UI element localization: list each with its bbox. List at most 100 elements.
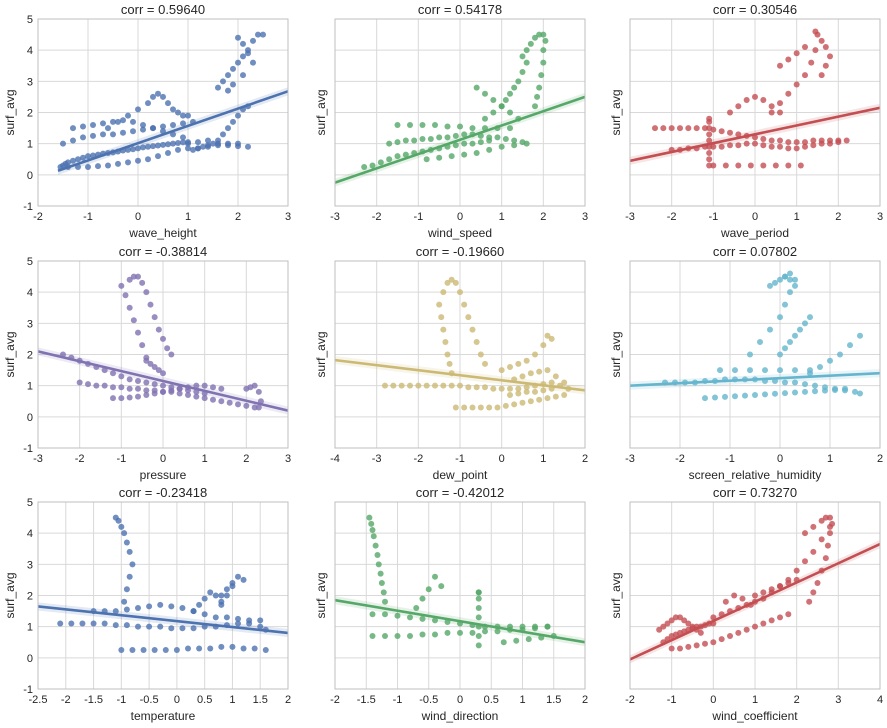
data-point xyxy=(160,141,166,148)
data-point xyxy=(482,90,488,97)
data-point xyxy=(664,620,671,627)
data-point xyxy=(201,611,208,618)
x-tick-label: 0 xyxy=(135,211,141,223)
data-point xyxy=(561,379,568,386)
data-point xyxy=(444,123,451,130)
data-point xyxy=(448,153,455,160)
data-point xyxy=(787,289,793,296)
x-tick-label: 1 xyxy=(185,211,191,223)
data-point xyxy=(115,118,121,125)
data-layer xyxy=(630,514,880,664)
data-point xyxy=(175,109,181,116)
data-point xyxy=(768,586,775,593)
data-point xyxy=(143,379,150,386)
data-point xyxy=(461,301,468,308)
x-tick-label: 1 xyxy=(202,453,208,465)
data-point xyxy=(469,326,476,333)
data-point xyxy=(760,97,767,104)
data-point xyxy=(438,583,445,590)
data-point xyxy=(129,561,136,568)
x-tick-label: 0.5 xyxy=(197,694,212,706)
data-point xyxy=(527,398,534,405)
regression-line xyxy=(335,358,585,392)
data-point xyxy=(225,87,231,94)
data-point xyxy=(817,363,823,370)
data-point xyxy=(185,645,191,652)
x-tick-label: 3 xyxy=(877,211,883,223)
data-point xyxy=(782,390,788,397)
data-point xyxy=(90,620,97,627)
data-point xyxy=(743,140,750,147)
data-point xyxy=(173,647,180,654)
data-point xyxy=(201,382,208,389)
data-point xyxy=(475,589,482,596)
data-point xyxy=(126,276,133,283)
data-point xyxy=(532,388,538,395)
data-point xyxy=(498,385,505,392)
data-point xyxy=(135,604,141,611)
data-point xyxy=(190,608,197,615)
subplot-title: corr = 0.73270 xyxy=(713,485,797,500)
subplot-2: -3 -2 -1 0 1 2 3 corr = 0.54178 wind_speed surf_a… xyxy=(314,2,588,240)
data-point xyxy=(115,160,121,167)
data-point xyxy=(802,72,808,79)
data-point xyxy=(170,106,176,113)
data-point xyxy=(170,140,176,147)
data-point xyxy=(176,390,183,397)
x-tick-label: -1 xyxy=(667,694,677,706)
data-point xyxy=(827,530,833,537)
data-point xyxy=(534,93,541,100)
data-point xyxy=(65,159,71,166)
data-point xyxy=(193,382,200,389)
data-point xyxy=(115,517,122,524)
x-tick-label: 3 xyxy=(582,211,588,223)
data-point xyxy=(150,143,156,150)
y-axis-label: surf_avg xyxy=(314,572,328,618)
data-point xyxy=(812,388,818,395)
data-point xyxy=(223,614,230,621)
data-point xyxy=(226,399,233,406)
data-point xyxy=(180,139,186,146)
data-point xyxy=(139,279,146,286)
data-point xyxy=(477,404,484,411)
data-point xyxy=(130,146,136,153)
data-point xyxy=(457,382,463,389)
data-point xyxy=(90,121,96,128)
data-point xyxy=(382,382,388,389)
regression-line xyxy=(335,95,585,184)
data-point xyxy=(710,143,717,150)
x-tick-label: -1 xyxy=(413,211,423,223)
subplot-title: corr = 0.54178 xyxy=(418,2,502,17)
data-point xyxy=(660,125,667,132)
data-point xyxy=(218,385,225,392)
subplot-8: -2 -1.5 -1 -0.5 0 0.5 1 1.5 2 corr = -0.42012 wind… xyxy=(314,485,588,723)
data-point xyxy=(818,37,825,44)
data-point xyxy=(193,393,200,400)
data-point xyxy=(461,131,468,138)
data-point xyxy=(548,335,555,342)
data-point xyxy=(810,589,817,596)
data-point xyxy=(151,314,158,321)
data-point xyxy=(652,125,658,132)
x-tick-label: -2 xyxy=(33,211,43,223)
data-point xyxy=(857,332,863,339)
data-point xyxy=(482,115,488,122)
data-point xyxy=(473,150,480,157)
data-point xyxy=(536,396,543,403)
y-tick-label: -1 xyxy=(23,201,33,213)
data-point xyxy=(722,393,728,400)
data-point xyxy=(544,332,551,339)
data-point xyxy=(827,53,833,60)
x-tick-label: 1 xyxy=(499,211,505,223)
data-point xyxy=(126,548,133,555)
x-tick-label: -2 xyxy=(413,453,423,465)
y-tick-label: -1 xyxy=(23,443,33,455)
data-point xyxy=(540,47,547,54)
data-point xyxy=(743,626,750,633)
data-point xyxy=(85,164,91,171)
data-point xyxy=(143,289,150,296)
x-tick-label: 2 xyxy=(285,694,291,706)
data-point xyxy=(710,614,717,621)
data-point xyxy=(235,34,241,41)
data-point xyxy=(185,392,191,399)
